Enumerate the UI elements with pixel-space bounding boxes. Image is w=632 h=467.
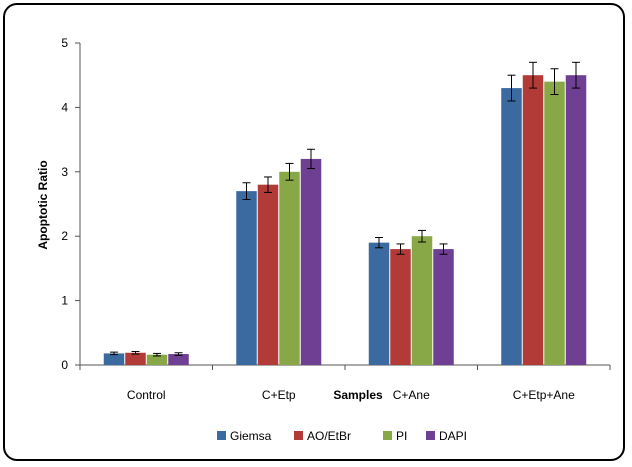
legend-label: PI (396, 429, 407, 443)
bar (433, 249, 454, 365)
bar (146, 354, 168, 365)
y-tick-label: 4 (61, 100, 68, 114)
bar (103, 353, 125, 365)
legend-swatch (294, 431, 303, 440)
x-category-label: C+Etp (262, 388, 296, 402)
bar (501, 88, 522, 365)
y-axis-title: Apoptotic Ratio (36, 160, 50, 249)
bar (125, 352, 146, 365)
legend-label: DAPI (439, 429, 467, 443)
x-category-label: C+Etp+Ane (513, 388, 575, 402)
legend-label: Giemsa (230, 429, 272, 443)
bar (300, 158, 322, 365)
x-axis-title: Samples (333, 388, 383, 402)
bar (257, 184, 279, 365)
x-category-label: Control (127, 388, 166, 402)
legend-label: AO/EtBr (307, 429, 351, 443)
legend-swatch (383, 431, 392, 440)
y-tick-label: 3 (61, 165, 68, 179)
bar (390, 249, 411, 365)
legend-swatch (426, 431, 435, 440)
legend-swatch (217, 431, 226, 440)
bar (279, 171, 300, 365)
bar (236, 191, 257, 365)
x-category-label: C+Ane (393, 388, 430, 402)
y-tick-label: 0 (61, 358, 68, 372)
bar (522, 75, 544, 365)
bar (368, 242, 390, 365)
bar (411, 236, 433, 365)
y-tick-label: 5 (61, 36, 68, 50)
bar (168, 354, 189, 365)
bar (544, 81, 565, 365)
y-tick-label: 1 (61, 294, 68, 308)
bar (565, 75, 587, 365)
y-tick-label: 2 (61, 229, 68, 243)
